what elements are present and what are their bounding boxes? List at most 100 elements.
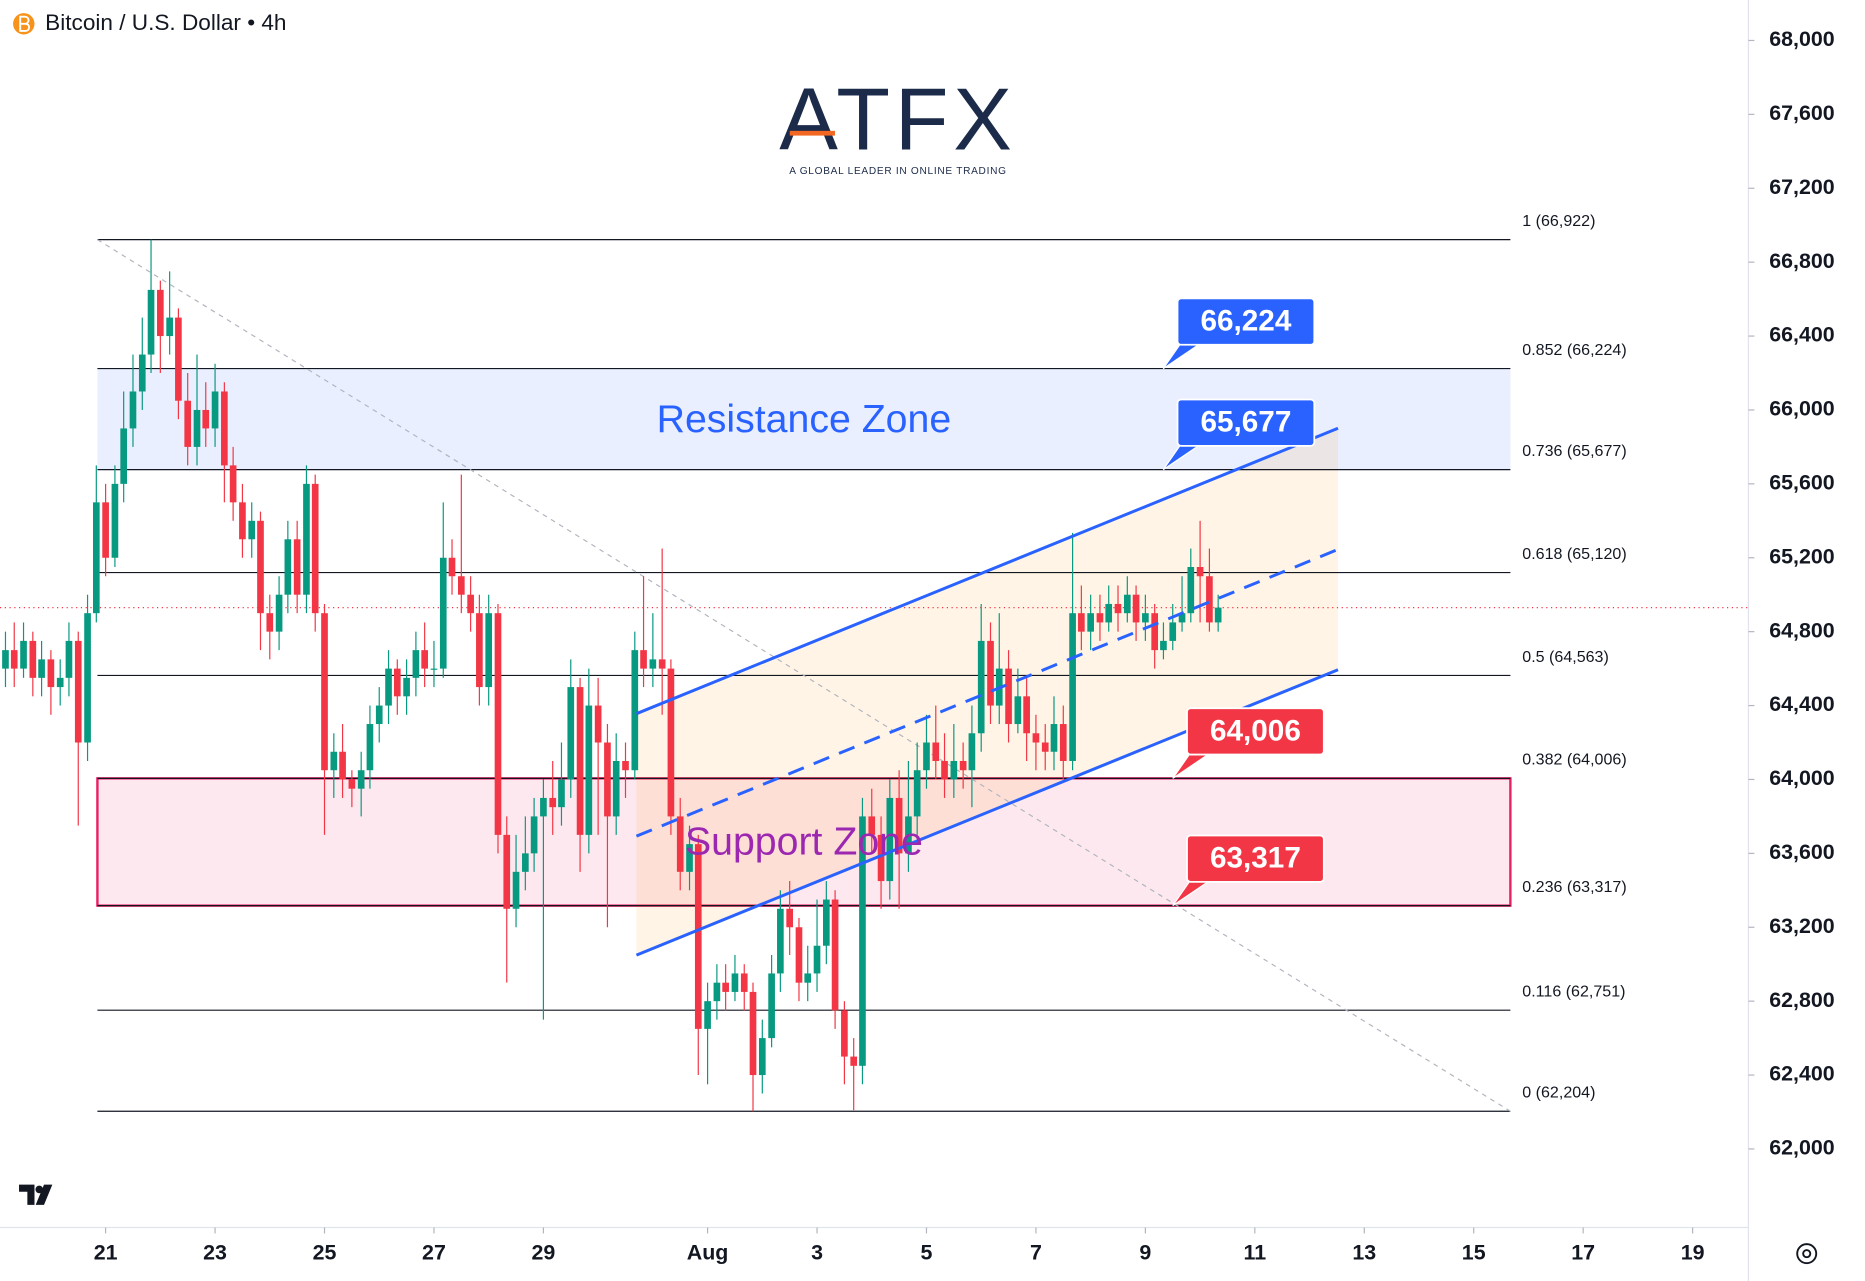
x-tick-label: 9 bbox=[1139, 1240, 1151, 1264]
y-tick-label: 62,400 bbox=[1769, 1062, 1835, 1086]
settings-center bbox=[1802, 1249, 1812, 1259]
candle-body bbox=[576, 687, 584, 835]
candle-body bbox=[74, 640, 82, 743]
candle-body bbox=[1160, 640, 1167, 651]
candle-body bbox=[804, 973, 812, 983]
candle-body bbox=[649, 659, 657, 669]
tv-logo bbox=[19, 1184, 53, 1205]
zone-label: Resistance Zone bbox=[657, 397, 952, 441]
candle-body bbox=[640, 650, 647, 669]
fib-label: 0.618 (65,120) bbox=[1522, 545, 1626, 563]
candle-body bbox=[913, 770, 921, 817]
candle-body bbox=[92, 502, 100, 614]
levels: 1 (66,922) 0.852 (66,224) 0.736 (65,677) 0.… bbox=[0, 212, 1749, 1112]
fib-label: 0.236 (63,317) bbox=[1522, 878, 1626, 896]
candle-body bbox=[977, 640, 985, 734]
callout-label: 66,224 bbox=[1200, 305, 1291, 338]
candle-body bbox=[284, 539, 292, 595]
candle-body bbox=[47, 659, 55, 688]
candle-body bbox=[1096, 613, 1104, 623]
callout-box bbox=[1186, 707, 1325, 756]
x-tick-label: Aug bbox=[687, 1240, 729, 1264]
x-tick-label: 5 bbox=[921, 1240, 933, 1264]
candle-body bbox=[567, 687, 575, 780]
candle-body bbox=[467, 594, 474, 614]
candle-body bbox=[987, 640, 994, 706]
callout-label: 65,677 bbox=[1200, 406, 1291, 439]
candle-body bbox=[1059, 724, 1067, 761]
candle-body bbox=[604, 742, 611, 817]
callout-box bbox=[1186, 834, 1325, 883]
candle-body bbox=[457, 576, 465, 595]
candle-body bbox=[138, 354, 146, 392]
fib-label: 0.852 (66,224) bbox=[1522, 341, 1626, 359]
candle-body bbox=[1151, 613, 1159, 651]
x-tick-label: 27 bbox=[422, 1240, 446, 1264]
candle-body bbox=[540, 797, 547, 817]
y-tick-label: 67,200 bbox=[1769, 175, 1835, 199]
candle-body bbox=[795, 927, 803, 983]
candle-body bbox=[905, 816, 912, 854]
channel-upper bbox=[635, 426, 1339, 716]
candle-body bbox=[850, 1056, 858, 1066]
candle-body bbox=[1078, 613, 1085, 632]
candle-body bbox=[686, 844, 693, 872]
candle-body bbox=[221, 391, 228, 466]
candle-body bbox=[1142, 613, 1149, 623]
candle-body bbox=[211, 391, 219, 429]
candle-body bbox=[713, 982, 721, 1002]
candle-body bbox=[868, 816, 876, 835]
candle-body bbox=[530, 816, 538, 854]
fib-label: 0.736 (65,677) bbox=[1522, 442, 1626, 460]
candle-body bbox=[522, 853, 529, 872]
candle-body bbox=[257, 520, 264, 614]
candle-body bbox=[494, 613, 502, 835]
candle-body bbox=[1114, 603, 1122, 614]
candle-body bbox=[184, 400, 192, 447]
candle-body bbox=[777, 908, 784, 974]
callout-label: 63,317 bbox=[1210, 842, 1301, 875]
candle-body bbox=[266, 613, 274, 632]
candle-body bbox=[430, 668, 438, 670]
candle-body bbox=[10, 650, 18, 669]
candles bbox=[2, 239, 1222, 1112]
candle-body bbox=[740, 973, 748, 992]
candle-body bbox=[859, 816, 866, 1066]
candle-body bbox=[823, 899, 830, 946]
candle-body bbox=[157, 289, 164, 337]
candle-body bbox=[476, 613, 483, 688]
x-tick-label: 29 bbox=[532, 1240, 556, 1264]
candle-body bbox=[166, 317, 173, 337]
y-tick-label: 64,400 bbox=[1769, 692, 1835, 716]
callout-box bbox=[1176, 398, 1316, 447]
tv-logo-dot bbox=[35, 1185, 44, 1194]
candle-body bbox=[485, 613, 493, 688]
x-tick-label: 13 bbox=[1352, 1240, 1376, 1264]
candle-body bbox=[339, 751, 346, 780]
y-tick-label: 64,000 bbox=[1769, 766, 1835, 790]
candle-body bbox=[175, 317, 182, 401]
candle-body bbox=[303, 483, 310, 595]
x-tick-label: 3 bbox=[811, 1240, 823, 1264]
fib-label: 0.382 (64,006) bbox=[1522, 751, 1626, 769]
candle-body bbox=[813, 945, 821, 974]
candle-body bbox=[768, 973, 775, 1039]
candle-body bbox=[421, 650, 428, 669]
callout-box bbox=[1176, 297, 1316, 346]
candle-body bbox=[558, 779, 565, 808]
candle-body bbox=[275, 594, 283, 632]
bitcoin-glyph bbox=[19, 15, 31, 32]
settings-button[interactable] bbox=[1796, 1243, 1818, 1265]
candle-body bbox=[29, 640, 37, 678]
candle-body bbox=[366, 724, 374, 771]
candle-body bbox=[612, 760, 620, 817]
candle-body bbox=[512, 871, 520, 909]
candle-body bbox=[895, 797, 903, 854]
candle-body bbox=[2, 650, 9, 669]
candle-body bbox=[357, 770, 365, 789]
candle-body bbox=[1132, 594, 1140, 623]
candle-body bbox=[229, 465, 237, 503]
candle-body bbox=[412, 650, 420, 678]
